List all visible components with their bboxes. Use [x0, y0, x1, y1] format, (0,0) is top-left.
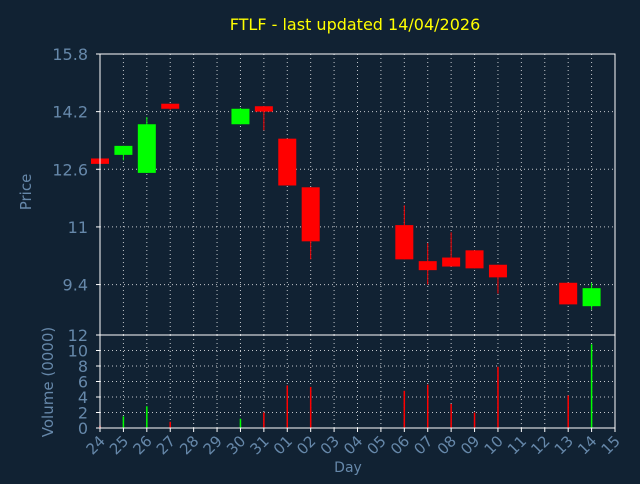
- candle: [254, 106, 273, 131]
- day-tick-label: 06: [387, 432, 413, 458]
- day-tick-label: 10: [481, 432, 507, 458]
- price-tick-label: 11: [68, 218, 88, 237]
- day-tick-label: 09: [457, 432, 483, 458]
- candle-body: [301, 187, 320, 242]
- candle: [137, 117, 156, 173]
- plot-frames: [99, 53, 616, 429]
- candle-body: [395, 225, 414, 260]
- volume-bar: [567, 395, 569, 428]
- day-tick-label: 25: [106, 432, 132, 458]
- day-tick-label: 08: [434, 432, 460, 458]
- volume-tick-label: 0: [78, 419, 88, 438]
- candle: [582, 282, 601, 310]
- volume-bar: [263, 412, 265, 428]
- candle-body: [559, 282, 578, 305]
- volume-grid: [99, 335, 616, 428]
- day-tick-label: 28: [176, 432, 202, 458]
- volume-tick-label: 10: [68, 342, 88, 361]
- day-tick-label: 07: [410, 432, 436, 458]
- price-axis-label: Price: [17, 174, 35, 211]
- day-tick-label: 30: [223, 432, 249, 458]
- volume-bar: [426, 384, 429, 428]
- volume-bar: [473, 412, 476, 428]
- volume-tick-label: 4: [78, 388, 88, 407]
- candle-body: [278, 138, 297, 186]
- day-tick-label: 27: [153, 432, 179, 458]
- day-tick-label: 05: [364, 432, 390, 458]
- volume-bar: [122, 416, 125, 428]
- volume-bar: [450, 403, 452, 428]
- volume-tick-label: 6: [78, 373, 88, 392]
- candle: [161, 103, 180, 110]
- volume-bar: [497, 366, 499, 428]
- day-x-ticks: 2425262728293031010203040506070809101112…: [83, 428, 624, 458]
- candle: [301, 187, 320, 260]
- price-grid: [99, 53, 616, 335]
- volume-bars-series: [99, 344, 593, 428]
- candle-body: [488, 264, 507, 278]
- candle-body: [582, 288, 601, 307]
- candle-body: [137, 124, 156, 173]
- volume-plot-frame: [99, 334, 616, 429]
- day-tick-label: 31: [246, 432, 272, 458]
- price-tick-label: 14.2: [52, 103, 88, 122]
- candle-body: [465, 250, 484, 269]
- candle-body: [254, 106, 273, 112]
- volume-bar: [403, 390, 406, 428]
- volume-bar: [146, 406, 148, 428]
- day-tick-label: 12: [527, 432, 553, 458]
- candle: [488, 264, 507, 294]
- day-tick-label: 01: [270, 432, 296, 458]
- volume-tick-label: 2: [78, 404, 88, 423]
- day-axis-label: Day: [334, 460, 362, 476]
- day-tick-label: 15: [598, 432, 624, 458]
- candle: [465, 250, 484, 269]
- candle-body: [114, 145, 133, 155]
- candle-body: [418, 261, 437, 271]
- day-tick-label: 11: [504, 432, 530, 458]
- candle: [442, 232, 461, 267]
- candle: [418, 243, 437, 285]
- day-tick-label: 03: [317, 432, 343, 458]
- volume-axis-label: Volume (0000): [39, 327, 57, 437]
- volume-bar: [590, 344, 593, 428]
- candle: [395, 205, 414, 260]
- candle: [278, 138, 297, 186]
- candle: [231, 108, 250, 125]
- volume-bar: [309, 386, 312, 428]
- candle-body: [231, 108, 250, 125]
- chart-title: FTLF - last updated 14/04/2026: [230, 15, 481, 34]
- volume-bar: [239, 418, 242, 428]
- candle: [114, 145, 133, 161]
- volume-tick-label: 8: [78, 357, 88, 376]
- candle-body: [442, 257, 461, 267]
- day-tick-label: 29: [200, 432, 226, 458]
- candles-series: [91, 103, 601, 310]
- day-tick-label: 14: [574, 432, 600, 458]
- volume-bar: [169, 421, 171, 428]
- volume-tick-label: 12: [68, 326, 88, 345]
- price-tick-label: 15.8: [52, 45, 88, 64]
- day-tick-label: 13: [551, 432, 577, 458]
- price-tick-label: 12.6: [52, 160, 88, 179]
- day-tick-label: 26: [129, 432, 155, 458]
- price-y-ticks: 15.8 14.2 12.6 11 9.4: [52, 45, 100, 295]
- day-tick-label: 02: [293, 432, 319, 458]
- candle: [559, 282, 578, 305]
- day-tick-label: 04: [340, 432, 366, 458]
- price-tick-label: 9.4: [63, 276, 88, 295]
- candle-body: [161, 103, 180, 109]
- volume-bar: [286, 385, 289, 428]
